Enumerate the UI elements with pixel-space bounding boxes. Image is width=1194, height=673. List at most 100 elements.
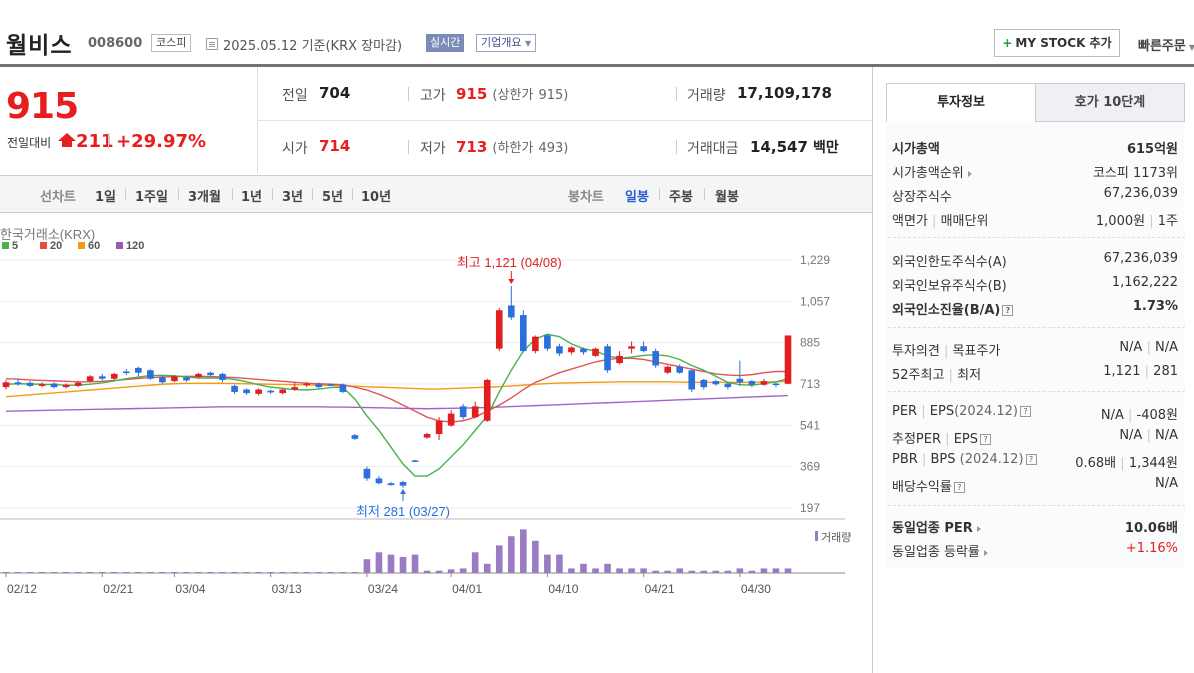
tab-invest-info[interactable]: 투자정보 — [886, 83, 1036, 122]
header-divider — [0, 64, 1194, 67]
tab-10y[interactable]: 10년 — [361, 190, 392, 205]
help-icon[interactable]: ? — [1002, 305, 1014, 316]
help-icon[interactable]: ? — [1019, 406, 1031, 417]
candle-body — [183, 377, 190, 381]
x-tick-label: 04/21 — [645, 582, 675, 596]
y-tick-label: 197 — [800, 501, 820, 515]
candle-body — [339, 384, 347, 392]
tab-1y[interactable]: 1년 — [241, 190, 263, 205]
candle-body — [147, 370, 154, 379]
tab-3y[interactable]: 3년 — [282, 190, 304, 205]
industry-per-label[interactable]: 동일업종 PER — [892, 517, 981, 536]
help-icon[interactable]: ? — [1025, 454, 1037, 465]
volume-bar — [135, 572, 142, 573]
company-overview-dropdown[interactable]: 기업개요 ▼ — [476, 34, 537, 52]
listed-shares-value: 67,236,039 — [1103, 186, 1178, 201]
target-value: N/A — [1155, 340, 1178, 355]
x-tick-label: 04/01 — [452, 582, 482, 596]
stock-name: 월비스 — [6, 33, 73, 59]
tab-1d[interactable]: 1일 — [95, 190, 117, 205]
par-value-label: 액면가 — [892, 214, 928, 229]
candle-body — [459, 406, 467, 418]
help-icon[interactable]: ? — [980, 434, 991, 445]
candle-body — [399, 482, 407, 486]
divider — [676, 87, 677, 101]
candle-body — [195, 373, 202, 378]
industry-per-text: 동일업종 PER — [892, 521, 973, 536]
volume-bar — [604, 563, 611, 573]
tab-hoga-10[interactable]: 호가 10단계 — [1035, 83, 1185, 122]
chevron-down-icon: ▼ — [1188, 43, 1194, 52]
legend-label-ma5: 5 — [12, 240, 18, 252]
divider — [312, 188, 313, 200]
volume-bar — [231, 572, 238, 573]
industry-rate-label[interactable]: 동일업종 등락률 — [892, 541, 988, 560]
foreign-hold-label: 외국인보유주식수(B) — [892, 279, 1007, 294]
candle-body — [724, 383, 732, 388]
foreign-limit-label: 외국인한도주식수(A) — [892, 255, 1007, 270]
help-icon[interactable]: ? — [953, 482, 965, 493]
per-label-group: PER | EPS(2024.12)? — [892, 404, 1031, 419]
divider — [272, 188, 273, 200]
trade-unit: 1주 — [1157, 214, 1178, 229]
amount-label: 거래대금 — [687, 141, 739, 157]
x-tick-label: 02/21 — [103, 582, 133, 596]
candle-body — [243, 389, 250, 394]
dividend-label: 배당수익률 — [892, 480, 952, 495]
w52-high-label: 52주최고 — [892, 368, 945, 383]
candle-body — [447, 413, 455, 426]
tab-1w[interactable]: 1주일 — [135, 190, 168, 205]
opinion-label: 투자의견 — [892, 344, 940, 359]
volume-bar — [207, 572, 214, 573]
market-cap-rank-text: 시가총액순위 — [892, 166, 964, 181]
candle-body — [760, 381, 768, 385]
stock-chart[interactable]: 한국거래소(KRX) 5 20 60 120 최고 1,121 (04/08) 최저 … — [0, 215, 872, 673]
industry-rate-text: 동일업종 등락률 — [892, 545, 980, 560]
per-value: N/A — [1100, 408, 1124, 423]
candle-body — [387, 483, 395, 486]
candle-body — [736, 378, 744, 383]
high-label: 고가 — [420, 88, 446, 104]
price-box — [0, 67, 258, 173]
quick-order-button[interactable]: 빠른주문 ▼ — [1138, 35, 1194, 54]
trade-unit-label: 매매단위 — [940, 214, 989, 229]
divider — [232, 188, 233, 200]
volume-bar — [159, 572, 166, 573]
candle-body — [375, 478, 383, 484]
volume-bar — [760, 568, 768, 573]
volume-bar — [520, 529, 527, 573]
market-cap-rank-label[interactable]: 시가총액순위 — [892, 162, 972, 181]
open-label: 시가 — [282, 141, 308, 157]
tab-3m[interactable]: 3개월 — [188, 190, 221, 205]
x-axis: 02/12 02/21 03/04 03/13 03/24 04/01 04/10 04/21… — [5, 573, 771, 596]
volume-bars — [2, 529, 792, 573]
par-value-group: 1,000원 | 1주 — [1095, 214, 1178, 229]
tab-weekly[interactable]: 주봉 — [669, 190, 693, 205]
volume-bar — [483, 563, 491, 573]
line-chart-label: 선차트 — [40, 190, 76, 205]
volume-bar — [544, 554, 551, 573]
volume-bar — [339, 572, 347, 573]
w52-high-value: 1,121 — [1103, 364, 1141, 379]
caret-right-icon — [976, 525, 981, 532]
divider — [108, 133, 109, 149]
volume-legend-swatch — [815, 531, 818, 541]
low-value: 713 — [456, 138, 488, 156]
tab-monthly[interactable]: 월봉 — [715, 190, 739, 205]
tab-daily[interactable]: 일봉 — [625, 190, 649, 205]
candle-body — [363, 468, 371, 479]
volume-bar — [110, 572, 118, 573]
chevron-down-icon: ▼ — [524, 39, 532, 48]
tab-5y[interactable]: 5년 — [322, 190, 344, 205]
volume-bar — [435, 570, 443, 573]
volume-bar — [315, 572, 323, 573]
low-annotation: 최저 281 (03/27) — [356, 504, 450, 519]
volume-bar — [122, 572, 130, 573]
realtime-button[interactable]: 실시간 — [426, 34, 465, 52]
volume-bar — [688, 570, 696, 573]
open-value: 714 — [319, 137, 351, 155]
bps-value: 1,344원 — [1128, 456, 1178, 471]
add-mystock-button[interactable]: + MY STOCK 추가 — [994, 29, 1120, 57]
volume-bar — [772, 568, 780, 573]
volume-bar — [375, 552, 383, 573]
